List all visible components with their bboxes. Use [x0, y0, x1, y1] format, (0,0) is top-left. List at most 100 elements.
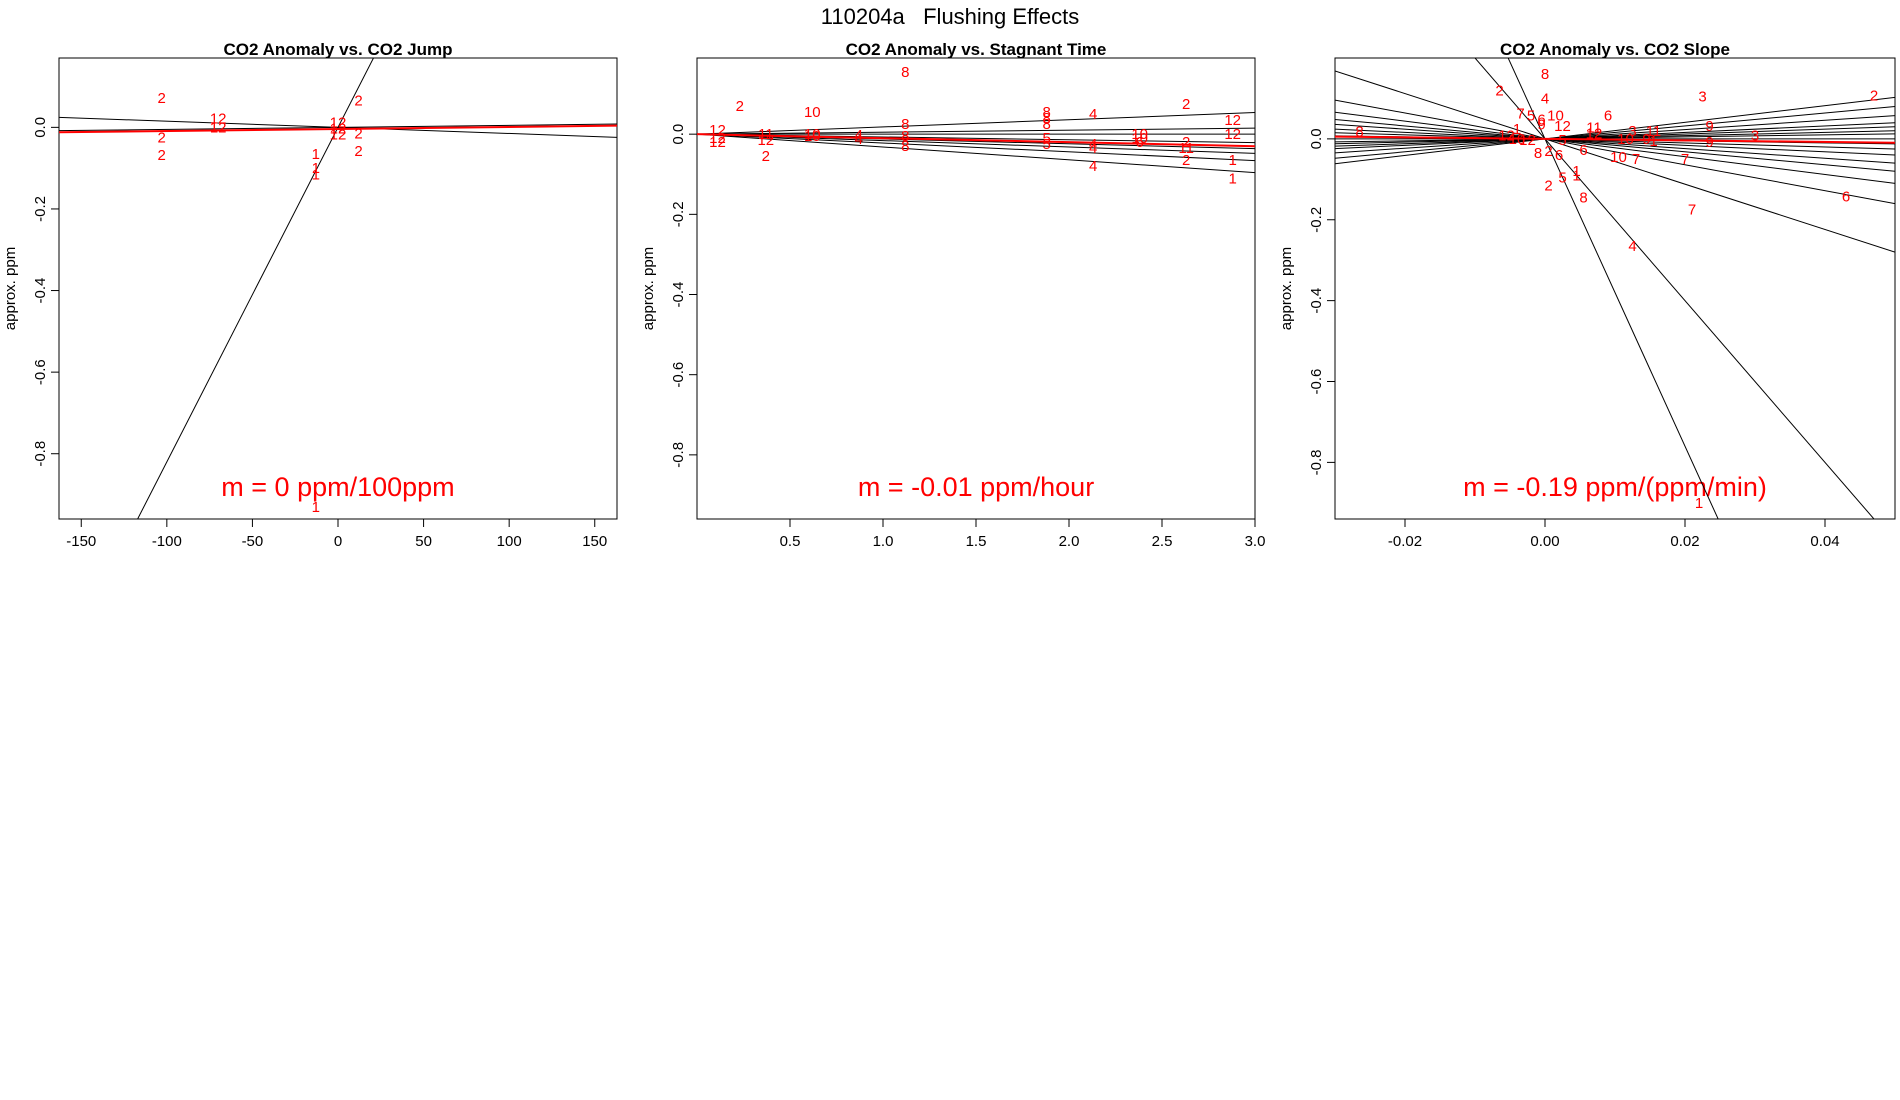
data-point-label: 10 [804, 126, 821, 143]
data-point-label: 4 [1541, 90, 1549, 107]
data-point-label: 1 [1572, 167, 1580, 184]
data-point-label: 9 [1705, 118, 1713, 135]
data-point-label: 8 [901, 138, 909, 155]
data-point-label: 12 [1224, 126, 1241, 143]
data-point-label: 1 [312, 499, 320, 516]
data-point-label: 2 [1182, 96, 1190, 113]
data-point-label: 5 [1558, 169, 1566, 186]
data-point-label: 12 [330, 121, 347, 138]
data-point-label: 8 [1355, 124, 1363, 141]
data-point-label: 12 [1519, 132, 1536, 149]
data-point-label: 12 [757, 132, 774, 149]
y-tick-label: 0.0 [670, 124, 687, 145]
data-point-label: 4 [1089, 106, 1097, 123]
x-tick-label: -0.02 [1388, 533, 1422, 550]
data-point-label: 12 [1586, 126, 1603, 143]
data-point-label: 6 [1604, 107, 1612, 124]
data-point-label: 7 [1632, 151, 1640, 168]
data-point-label: 4 [1089, 136, 1097, 153]
group-fit-line [1335, 118, 1895, 172]
data-point-label: 6 [1842, 188, 1850, 205]
x-tick-label: 0.00 [1530, 533, 1559, 550]
group-fit-line [697, 133, 1255, 162]
group-fit-line [1335, 130, 1895, 145]
data-point-label: 10 [1131, 130, 1148, 147]
x-tick-label: -150 [66, 533, 96, 550]
data-point-label: 10 [1610, 149, 1627, 166]
data-point-label: 2 [762, 148, 770, 165]
group-fit-line [697, 133, 1255, 174]
panel-title: CO2 Anomaly vs. CO2 Jump [224, 40, 453, 59]
panel-title: CO2 Anomaly vs. Stagnant Time [846, 40, 1107, 59]
panel-co2-slope: CO2 Anomaly vs. CO2 Slope approx. ppm m … [1278, 40, 1896, 550]
x-tick-label: 0.5 [780, 533, 801, 550]
figure-super-title: 110204a Flushing Effects [821, 4, 1079, 29]
x-tick-label: 2.0 [1059, 533, 1080, 550]
data-point-label: 2 [158, 90, 166, 107]
y-tick-label: -0.2 [1308, 207, 1325, 233]
data-point-label: 12 [1498, 128, 1515, 145]
group-fit-line [1335, 123, 1895, 164]
group-fit-line [1335, 115, 1895, 154]
x-tick-label: 2.5 [1152, 533, 1173, 550]
x-tick-label: 1.5 [966, 533, 987, 550]
y-tick-label: -0.6 [1308, 369, 1325, 395]
group-fit-line [1335, 106, 1895, 159]
slope-annotation: m = -0.19 ppm/(ppm/min) [1463, 472, 1767, 502]
data-point-label: 1 [1649, 133, 1657, 150]
y-tick-label: -0.4 [32, 278, 49, 304]
data-point-label: 10 [1547, 107, 1564, 124]
data-point-label: 12 [709, 130, 726, 147]
y-tick-label: 0.0 [32, 117, 49, 138]
y-axis-label: approx. ppm [2, 247, 19, 330]
data-point-label: 12 [210, 110, 227, 127]
y-tick-label: -0.6 [670, 362, 687, 388]
data-point-label: 12 [210, 119, 227, 136]
data-point-label: 10 [1509, 131, 1526, 148]
data-point-label: 10 [1131, 126, 1148, 143]
data-point-label: 8 [901, 128, 909, 145]
plot-frame [1334, 57, 1896, 520]
plot-frame [696, 57, 1256, 520]
data-point-label: 5 [1558, 132, 1566, 149]
data-point-label: 8 [1534, 145, 1542, 162]
x-tick-label: 1.0 [873, 533, 894, 550]
data-point-label: 12 [709, 134, 726, 151]
data-point-label: 2 [354, 143, 362, 160]
panel-co2-jump: CO2 Anomaly vs. CO2 Jump approx. ppm m =… [2, 40, 618, 550]
x-tick-label: 50 [415, 533, 432, 550]
data-point-label: 10 [804, 128, 821, 145]
slope-annotation: m = -0.01 ppm/hour [858, 472, 1094, 502]
overall-fit-line [697, 133, 1255, 148]
data-point-label: 4 [1089, 158, 1097, 175]
data-point-label: 5 [1043, 130, 1051, 147]
x-tick-label: 0.02 [1670, 533, 1699, 550]
data-point-label: 6 [1136, 134, 1144, 151]
data-point-label: 2 [354, 92, 362, 109]
x-tick-label: 0.04 [1810, 533, 1839, 550]
group-fit-line [1335, 70, 1895, 253]
overall-fit-line [59, 124, 617, 134]
data-point-label: 10 [804, 104, 821, 121]
data-point-label: 1 [1695, 495, 1703, 512]
y-tick-label: -0.6 [32, 359, 49, 385]
overall-fit-line [1335, 135, 1895, 144]
y-tick-label: -0.8 [32, 441, 49, 467]
y-axis-label: approx. ppm [1278, 247, 1295, 330]
x-tick-label: -50 [242, 533, 264, 550]
data-point-label: 1 [1572, 163, 1580, 180]
group-fit-line [1335, 111, 1895, 184]
data-point-label: 1 [1229, 170, 1237, 187]
group-fit-line [1335, 132, 1895, 150]
x-tick-label: 150 [582, 533, 607, 550]
data-point-label: 2 [158, 147, 166, 164]
data-point-label: 11 [1178, 140, 1194, 157]
x-tick-label: 0 [334, 533, 342, 550]
data-point-label: 7 [1688, 202, 1696, 219]
panel-stagnant-time: CO2 Anomaly vs. Stagnant Time approx. pp… [640, 40, 1265, 550]
data-point-label: 3 [1751, 128, 1759, 145]
data-point-label: 4 [855, 127, 863, 144]
group-fit-line [1335, 128, 1895, 156]
